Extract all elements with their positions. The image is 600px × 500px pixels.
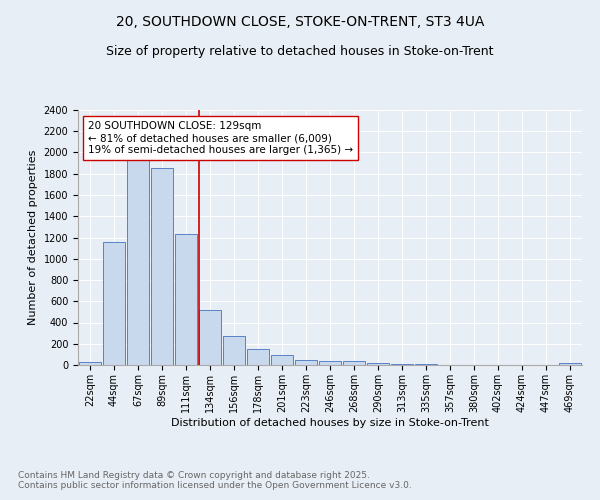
Bar xyxy=(103,242,125,365)
Text: Size of property relative to detached houses in Stoke-on-Trent: Size of property relative to detached ho… xyxy=(106,45,494,58)
Bar xyxy=(79,362,101,365)
Bar xyxy=(559,363,581,365)
Bar xyxy=(199,310,221,365)
Bar xyxy=(367,363,389,365)
Bar xyxy=(391,364,413,365)
X-axis label: Distribution of detached houses by size in Stoke-on-Trent: Distribution of detached houses by size … xyxy=(171,418,489,428)
Bar xyxy=(295,360,317,365)
Bar xyxy=(175,234,197,365)
Bar xyxy=(415,364,437,365)
Bar xyxy=(247,349,269,365)
Text: 20 SOUTHDOWN CLOSE: 129sqm
← 81% of detached houses are smaller (6,009)
19% of s: 20 SOUTHDOWN CLOSE: 129sqm ← 81% of deta… xyxy=(88,122,353,154)
Bar xyxy=(223,336,245,365)
Bar xyxy=(271,356,293,365)
Bar xyxy=(127,157,149,365)
Text: Contains HM Land Registry data © Crown copyright and database right 2025.
Contai: Contains HM Land Registry data © Crown c… xyxy=(18,470,412,490)
Y-axis label: Number of detached properties: Number of detached properties xyxy=(28,150,38,325)
Bar xyxy=(319,361,341,365)
Text: 20, SOUTHDOWN CLOSE, STOKE-ON-TRENT, ST3 4UA: 20, SOUTHDOWN CLOSE, STOKE-ON-TRENT, ST3… xyxy=(116,15,484,29)
Bar xyxy=(343,362,365,365)
Bar xyxy=(151,168,173,365)
